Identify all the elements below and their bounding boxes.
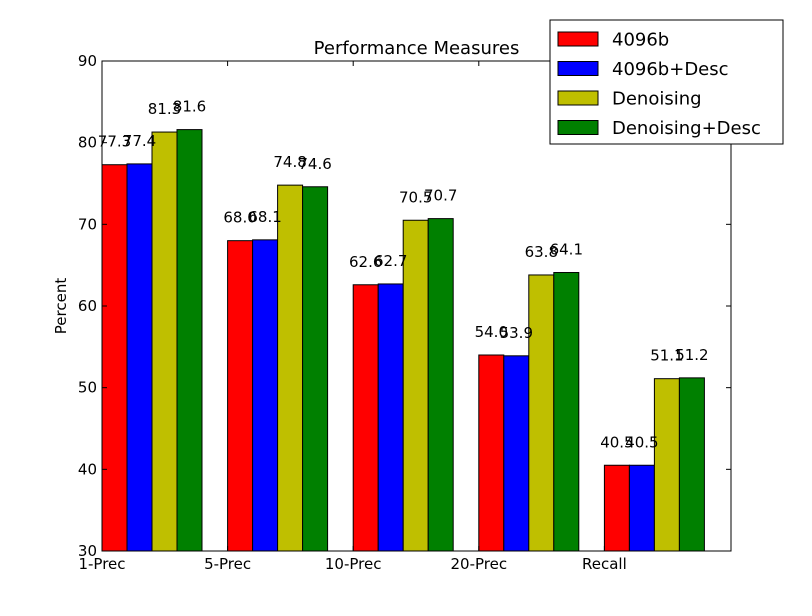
bar <box>176 129 203 552</box>
bar-value-label: 70.5 <box>399 188 432 206</box>
y-tick-label: 50 <box>78 379 97 397</box>
bar <box>151 131 178 552</box>
bar-value-label: 77.4 <box>123 132 156 150</box>
legend-entries: 4096b 4096b+Desc Denoising Denoising+Desc <box>557 30 761 139</box>
legend-label: Denoising <box>612 89 702 110</box>
ytick-labels-layer: 30 40 50 60 70 80 90 <box>78 52 97 560</box>
bar <box>603 464 630 552</box>
x-tick-label: 20-Prec <box>450 555 507 573</box>
bar <box>503 355 530 552</box>
legend-swatch <box>557 31 599 47</box>
bar <box>302 186 329 552</box>
y-tick-label: 40 <box>78 460 97 478</box>
bar <box>277 184 304 552</box>
y-tick-label: 90 <box>78 52 97 70</box>
bar-value-label: 54.0 <box>475 323 508 341</box>
bar-value-label: 40.5 <box>600 433 633 451</box>
value-labels-layer: 77.377.4 81.381.6 68.068.1 74.874.6 62.662.7… <box>98 98 709 452</box>
bar <box>227 240 254 552</box>
bar <box>478 354 505 552</box>
legend-swatch <box>557 120 599 135</box>
bar-value-label: 62.6 <box>349 253 382 271</box>
xtick-labels-layer: 1-Prec 5-Prec 10-Prec 20-Prec Recall <box>78 555 626 573</box>
y-axis-label: Percent <box>52 278 70 335</box>
x-tick-label: 5-Prec <box>204 555 251 573</box>
bars-layer <box>101 129 705 552</box>
bar-value-label: 74.8 <box>273 153 306 171</box>
x-tick-label: 1-Prec <box>78 555 125 573</box>
x-tick-label: 10-Prec <box>325 555 382 573</box>
bar <box>653 378 680 552</box>
bar <box>678 377 705 552</box>
bar-value-label: 74.6 <box>298 155 331 173</box>
chart-title: Performance Measures <box>314 38 520 59</box>
bar-value-label: 64.1 <box>550 241 583 259</box>
y-tick-label: 70 <box>78 215 97 233</box>
bar-value-label: 51.1 <box>650 347 683 365</box>
legend-swatch <box>557 61 599 76</box>
legend: 4096b 4096b+Desc Denoising Denoising+Desc <box>549 19 784 145</box>
legend-label: Denoising+Desc <box>612 118 761 139</box>
bar-value-label: 63.8 <box>525 243 558 261</box>
bar-value-label: 51.2 <box>675 346 708 364</box>
bar-value-label: 53.9 <box>500 324 533 342</box>
bar-value-label: 70.7 <box>424 187 457 205</box>
bar-value-label: 62.7 <box>374 252 407 270</box>
bar <box>427 218 454 552</box>
bar <box>252 239 279 552</box>
bar <box>126 163 153 552</box>
bar-value-label: 68.0 <box>223 209 256 227</box>
legend-label: 4096b+Desc <box>612 59 729 80</box>
y-tick-label: 30 <box>78 542 97 560</box>
bar-value-label: 77.3 <box>98 133 131 151</box>
bar <box>101 164 128 552</box>
x-tick-label: Recall <box>582 555 627 573</box>
bar-value-label: 40.5 <box>625 433 658 451</box>
y-tick-label: 80 <box>78 134 97 152</box>
bar-value-label: 68.1 <box>248 208 281 226</box>
legend-label: 4096b <box>612 30 669 51</box>
bar-value-label: 81.3 <box>148 100 181 118</box>
bar <box>377 283 404 552</box>
bar <box>352 284 379 552</box>
legend-swatch <box>557 90 599 106</box>
y-tick-label: 60 <box>78 297 97 315</box>
bar <box>553 272 580 552</box>
bar-value-label: 81.6 <box>173 98 206 116</box>
bar <box>528 274 555 552</box>
bar <box>628 464 655 552</box>
